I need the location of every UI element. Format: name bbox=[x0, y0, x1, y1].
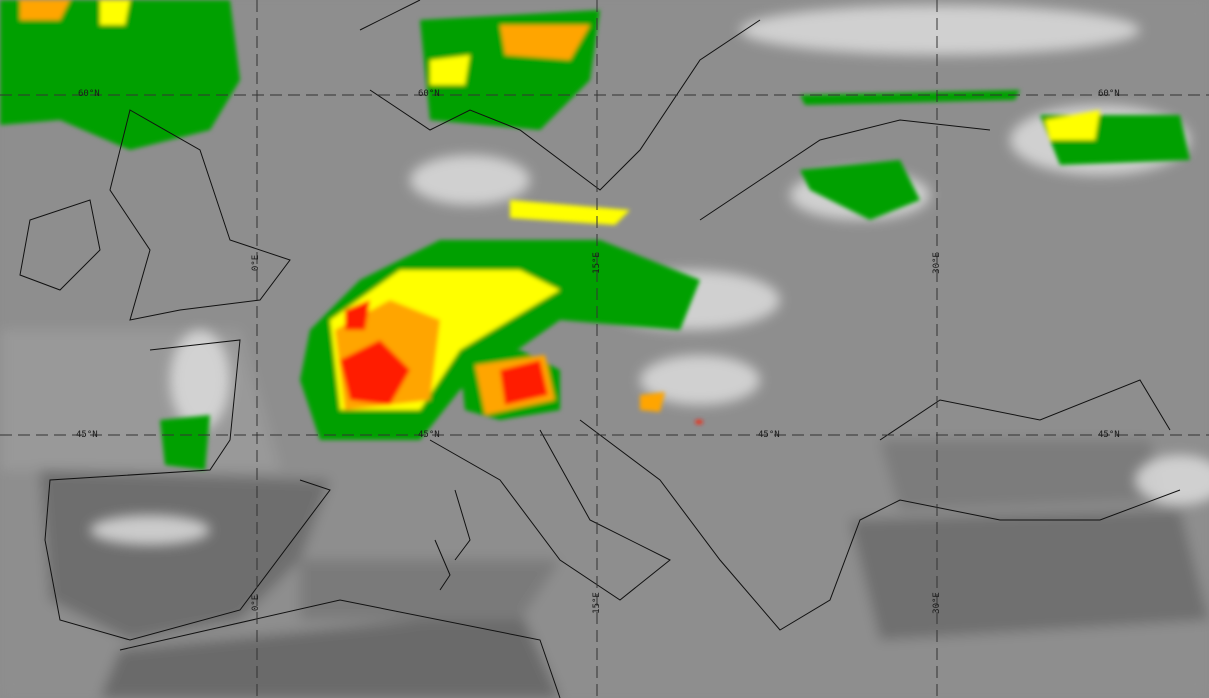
coastlines bbox=[19, 0, 1181, 698]
grid-label-60n: 60°N bbox=[78, 89, 100, 99]
grid-label-60n: 60°N bbox=[418, 89, 440, 99]
grid-label-45n: 45°N bbox=[76, 430, 98, 440]
grid-label-30e: 30°E bbox=[931, 592, 942, 614]
cloud-top-enhancement bbox=[0, 0, 1190, 470]
grid-label-45n: 45°N bbox=[1098, 430, 1120, 440]
grid-label-0e: 0°E bbox=[251, 594, 262, 612]
grid-label-30e: 30°E bbox=[931, 252, 942, 274]
grid-label-15e: 15°E bbox=[591, 252, 602, 274]
grid-label-45n: 45°N bbox=[418, 430, 440, 440]
grid-label-0e: 0°E bbox=[251, 254, 262, 272]
grid-label-15e: 15°E bbox=[591, 592, 602, 614]
grid-label-45n: 45°N bbox=[758, 430, 780, 440]
grid-label-60n: 60°N bbox=[1098, 89, 1120, 99]
